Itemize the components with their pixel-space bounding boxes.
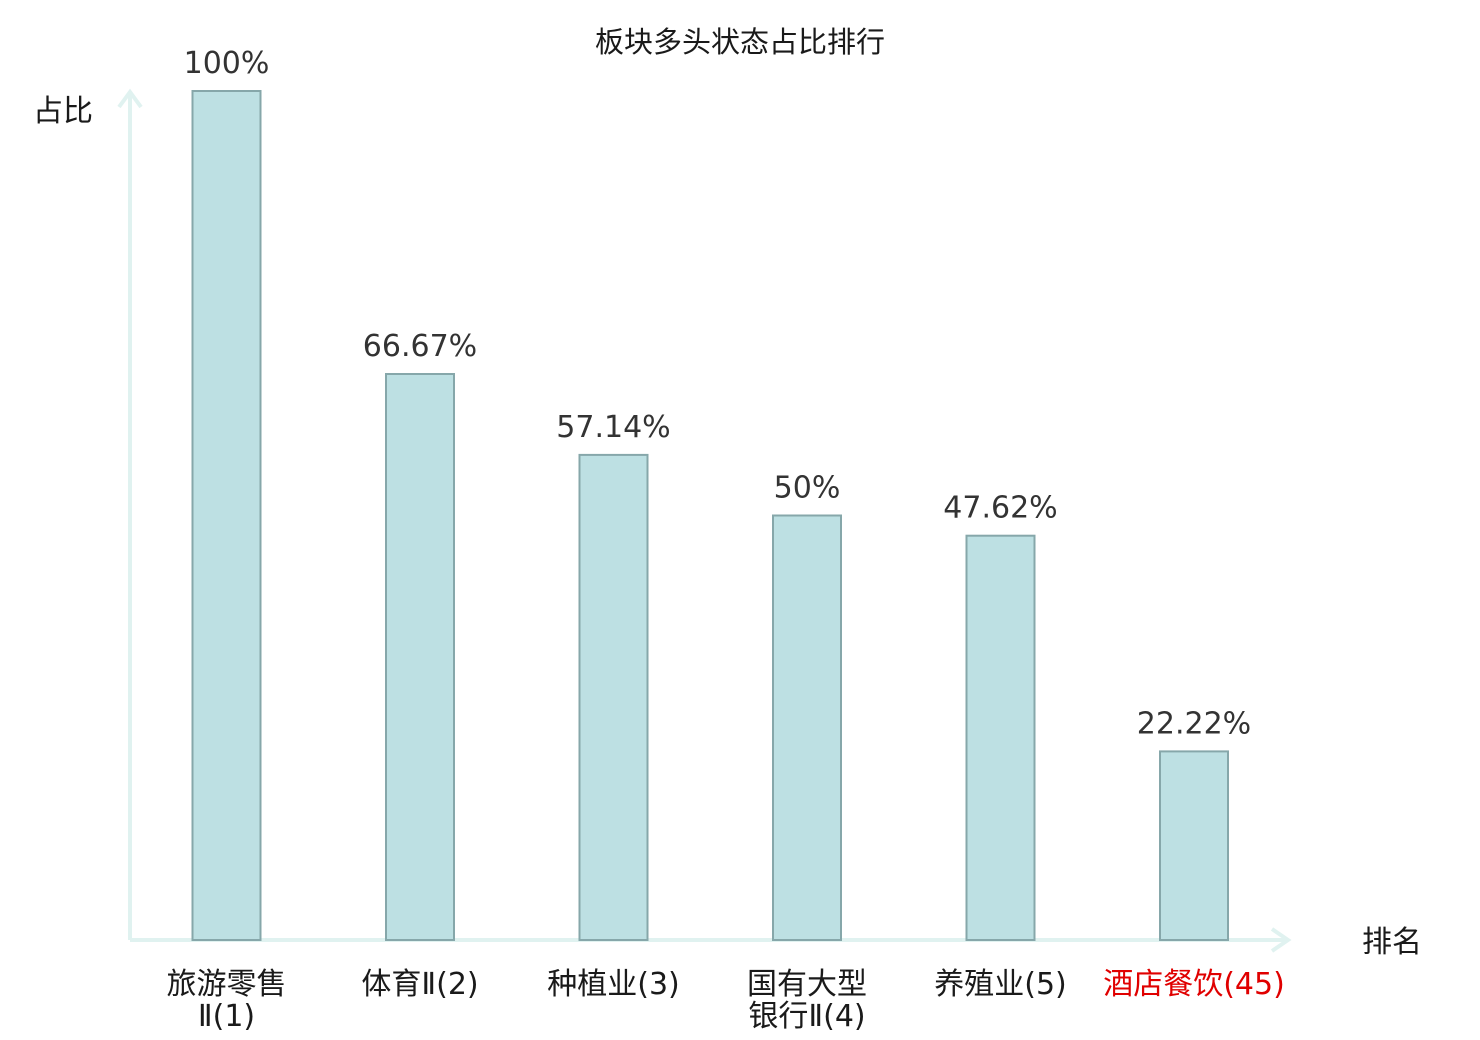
category-label-6: 酒店餐饮(45) (1103, 967, 1285, 1002)
chart-title: 板块多头状态占比排行 (595, 25, 885, 59)
value-label-6: 22.22% (1137, 706, 1251, 741)
value-label-4: 50% (774, 471, 841, 506)
bar-3 (578, 453, 649, 941)
y-axis-label: 占比 (33, 94, 93, 129)
value-label-5: 47.62% (943, 491, 1057, 526)
x-axis (130, 927, 1292, 953)
bar-4 (772, 514, 842, 941)
category-label-1: 旅游零售 Ⅱ(1) (167, 967, 287, 1034)
value-label-3: 57.14% (556, 410, 670, 445)
category-labels: 旅游零售 Ⅱ(1) 体育Ⅱ(2) 种植业(3) 国有大型银行Ⅱ(4) 养殖业(5) 酒店餐饮… (167, 967, 1285, 1034)
bar-5 (965, 534, 1036, 941)
x-axis-label: 排名 (1362, 925, 1422, 960)
bar-2 (385, 373, 455, 941)
bars (191, 90, 1229, 942)
category-label-4: 国有大型银行Ⅱ(4) (747, 967, 867, 1034)
category-label-3: 种植业(3) (547, 967, 680, 1002)
bar-6 (1159, 750, 1229, 942)
value-label-2: 66.67% (363, 329, 477, 364)
category-label-5: 养殖业(5) (934, 967, 1067, 1002)
category-label-2: 体育Ⅱ(2) (361, 967, 478, 1002)
value-labels: 100% 66.67% 57.14% 50% 47.62% 22.22% (184, 46, 1252, 741)
bar-1 (191, 90, 262, 941)
y-axis (117, 88, 143, 940)
value-label-1: 100% (184, 46, 270, 81)
